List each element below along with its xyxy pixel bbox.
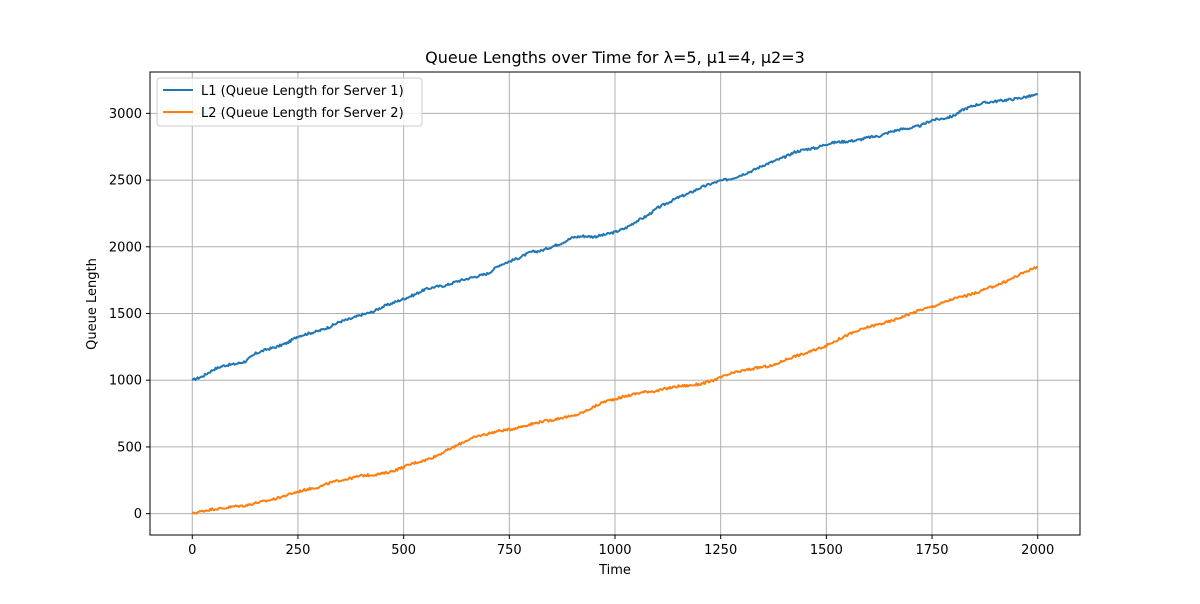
x-tick-label: 250 bbox=[286, 543, 311, 558]
y-tick-label: 1000 bbox=[109, 374, 142, 389]
y-axis-label: Queue Length bbox=[85, 258, 100, 350]
x-tick-label: 1250 bbox=[704, 543, 737, 558]
legend-label-l1: L1 (Queue Length for Server 1) bbox=[201, 84, 404, 99]
y-tick-label: 2500 bbox=[109, 174, 142, 189]
y-tick-label: 500 bbox=[117, 440, 142, 455]
y-tick-label: 1500 bbox=[109, 307, 142, 322]
legend-label-l2: L2 (Queue Length for Server 2) bbox=[201, 106, 404, 121]
legend-box bbox=[156, 77, 423, 127]
x-tick-label: 500 bbox=[391, 543, 416, 558]
x-tick-label: 1750 bbox=[915, 543, 948, 558]
series-lines bbox=[191, 93, 1039, 515]
x-tick-label: 750 bbox=[497, 543, 522, 558]
x-tick-label: 2000 bbox=[1021, 543, 1054, 558]
x-tick-label: 1000 bbox=[598, 543, 631, 558]
series-line-l2 bbox=[191, 265, 1038, 515]
chart-title: Queue Lengths over Time for λ=5, μ1=4, μ… bbox=[425, 48, 805, 67]
y-tick-label: 3000 bbox=[109, 107, 142, 122]
x-axis-label: Time bbox=[598, 563, 631, 578]
y-tick-label: 0 bbox=[134, 507, 142, 522]
axis-ticks: 0 250 500 750 1000 1250 1500 1750 2000 0 500 1000 15… bbox=[109, 107, 1054, 558]
grid-lines bbox=[150, 72, 1080, 535]
y-tick-label: 2000 bbox=[109, 240, 142, 255]
series-line-l1 bbox=[191, 93, 1039, 382]
legend: L1 (Queue Length for Server 1) L2 (Queue… bbox=[156, 77, 423, 127]
x-tick-label: 0 bbox=[188, 543, 196, 558]
x-tick-label: 1500 bbox=[810, 543, 843, 558]
